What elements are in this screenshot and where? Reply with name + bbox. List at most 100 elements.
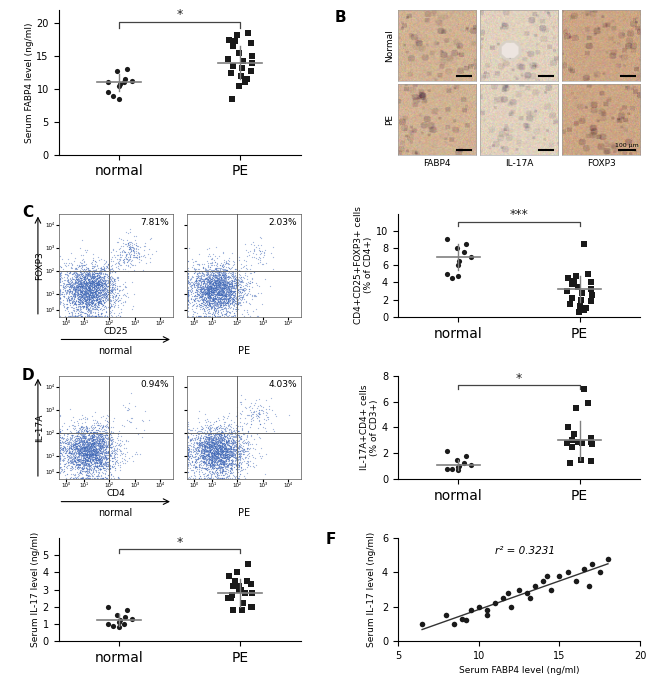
Point [210, 296, 220, 307]
Point [232, 297, 242, 308]
Point [81, 302, 92, 313]
Point [97, 436, 107, 447]
Point [207, 271, 217, 282]
Point [73, 439, 83, 450]
Point [64, 447, 74, 458]
Point [220, 308, 231, 318]
Point [247, 450, 257, 461]
Point [225, 449, 235, 460]
Point [105, 282, 115, 293]
Point [73, 460, 83, 471]
Point [95, 459, 105, 470]
Point [214, 440, 225, 451]
Point [96, 273, 106, 284]
Point [70, 278, 80, 288]
Point [55, 426, 65, 436]
Point [94, 282, 105, 293]
Point [97, 266, 107, 277]
Point [89, 447, 99, 458]
Point [107, 271, 117, 282]
Point [67, 431, 77, 442]
Point [73, 288, 84, 299]
Point [210, 306, 220, 317]
Point [127, 240, 137, 251]
Point [90, 291, 100, 302]
Point [96, 293, 106, 304]
Point [216, 446, 227, 457]
Point [86, 429, 97, 440]
Point [107, 460, 117, 471]
Point [213, 431, 224, 442]
Point [71, 444, 81, 455]
Point [83, 435, 93, 446]
Point [81, 299, 92, 310]
Point [80, 427, 90, 438]
Point [75, 424, 86, 434]
Point [60, 473, 71, 484]
Point [97, 454, 107, 464]
Point [226, 450, 237, 461]
Point [209, 275, 220, 286]
Point [72, 456, 83, 467]
Point [226, 441, 236, 451]
Point [72, 274, 83, 285]
Point [69, 299, 79, 310]
Point [208, 293, 218, 303]
Point [120, 290, 130, 301]
Point [83, 430, 94, 441]
Point [216, 437, 226, 448]
Point [138, 416, 148, 427]
Point [569, 276, 579, 286]
Point [208, 288, 218, 299]
Point [84, 310, 95, 321]
Point [222, 459, 233, 470]
Point [207, 292, 217, 303]
Point [65, 310, 75, 321]
Point [85, 458, 96, 469]
Point [106, 435, 116, 446]
Point [205, 271, 215, 282]
Point [117, 419, 127, 430]
Point [120, 451, 131, 462]
Point [59, 464, 70, 475]
Point [92, 285, 103, 296]
Point [227, 436, 237, 447]
Point [76, 447, 86, 458]
Point [214, 434, 224, 445]
Point [183, 450, 193, 461]
Point [79, 279, 90, 290]
Point [183, 288, 193, 299]
Point [99, 265, 109, 276]
Point [88, 291, 99, 301]
Point [84, 277, 94, 288]
Point [243, 453, 254, 464]
Point [222, 462, 233, 473]
Point [102, 437, 112, 448]
Point [229, 286, 240, 297]
Point [112, 65, 123, 76]
Point [84, 278, 95, 289]
Point [214, 432, 225, 443]
Point [209, 302, 219, 313]
Point [197, 295, 207, 306]
Point [211, 288, 222, 299]
Point [212, 291, 222, 301]
Point [183, 449, 193, 460]
Point [77, 457, 87, 468]
Point [91, 286, 101, 297]
Point [101, 281, 112, 292]
Point [110, 436, 120, 447]
Point [83, 286, 93, 297]
Point [117, 452, 127, 463]
Point [203, 297, 214, 308]
Point [57, 448, 68, 459]
Point [138, 264, 148, 275]
Point [101, 284, 112, 295]
Point [99, 293, 110, 304]
Point [220, 289, 231, 300]
Point [90, 275, 101, 286]
Point [81, 285, 91, 296]
Point [110, 285, 120, 296]
Point [125, 416, 135, 427]
Point [217, 427, 228, 438]
